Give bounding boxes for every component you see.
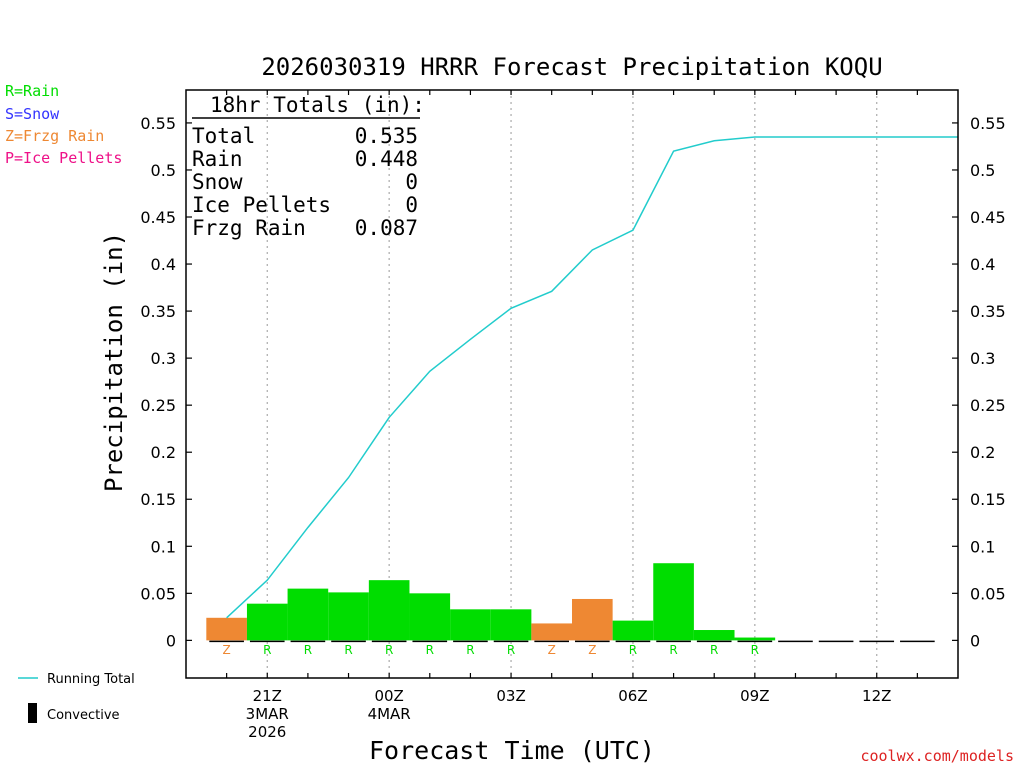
chart-title: 2026030319 HRRR Forecast Precipitation K… <box>261 53 882 81</box>
credit-link[interactable]: coolwx.com/models <box>860 747 1014 765</box>
bar-type-label: R <box>385 643 393 657</box>
y-tick-label-right: 0.2 <box>970 443 995 462</box>
bar-type-label: Z <box>588 643 596 657</box>
precip-bar <box>206 617 247 641</box>
precip-bar <box>409 593 451 641</box>
totals-box: 18hr Totals (in): Total 0.535 Rain 0.448… <box>192 93 425 240</box>
x-axis-label: Forecast Time (UTC) <box>369 736 655 765</box>
precip-type-legend: R=Rain S=Snow Z=Frzg Rain P=Ice Pellets <box>5 82 122 167</box>
running-total-legend-label: Running Total <box>47 672 135 687</box>
y-tick-label-left: 0.15 <box>140 490 176 509</box>
y-tick-label-right: 0.55 <box>970 114 1006 133</box>
precip-bars <box>206 563 776 641</box>
precip-bar <box>490 609 532 641</box>
precip-bar <box>328 592 369 641</box>
totals-value-frzg-rain: 0.087 <box>355 216 418 240</box>
x-tick-label: 2026 <box>248 723 286 741</box>
y-tick-label-left: 0.2 <box>151 443 176 462</box>
y-tick-label-right: 0.45 <box>970 208 1006 227</box>
y-tick-label-left: 0.4 <box>151 255 176 274</box>
running-total-series <box>226 136 958 619</box>
totals-header: 18hr Totals (in): <box>210 93 425 117</box>
y-tick-label-right: 0.05 <box>970 584 1006 603</box>
legend-rain: R=Rain <box>5 82 59 100</box>
precip-bar <box>368 580 410 641</box>
y-tick-label-right: 0.3 <box>970 349 995 368</box>
x-tick-label: 06Z <box>618 687 647 705</box>
y-tick-label-left: 0.05 <box>140 584 176 603</box>
convective-swatch <box>28 703 37 723</box>
plot-frame <box>185 89 959 679</box>
bar-type-label: R <box>710 643 718 657</box>
convective-legend-label: Convective <box>47 708 120 723</box>
bar-type-label: R <box>344 643 352 657</box>
bar-type-label: Z <box>223 643 231 657</box>
running-total-line <box>226 136 958 619</box>
series-legend: Running Total Convective <box>18 672 135 723</box>
y-tick-label-left: 0.25 <box>140 396 176 415</box>
bar-type-label: R <box>629 643 637 657</box>
x-tick-label: 12Z <box>862 687 891 705</box>
totals-value-total: 0.535 <box>355 124 418 148</box>
totals-label-total: Total <box>192 124 255 148</box>
precip-bar <box>734 637 776 641</box>
precip-bar <box>572 598 613 641</box>
y-tick-label-left: 0.1 <box>151 537 176 556</box>
y-tick-label-left: 0.55 <box>140 114 176 133</box>
totals-value-ice-pellets: 0 <box>405 193 418 217</box>
bar-type-label: R <box>669 643 677 657</box>
precip-bar <box>246 603 288 641</box>
bar-type-label: R <box>751 643 759 657</box>
precip-bar <box>693 630 735 641</box>
bar-type-label: Z <box>548 643 556 657</box>
bar-type-label: R <box>426 643 434 657</box>
y-tick-label-right: 0.5 <box>970 161 995 180</box>
y-tick-label-left: 0.3 <box>151 349 176 368</box>
y-tick-label-right: 0.35 <box>970 302 1006 321</box>
precip-bar <box>612 620 654 641</box>
bar-type-label: R <box>304 643 312 657</box>
y-tick-label-left: 0.35 <box>140 302 176 321</box>
totals-label-ice-pellets: Ice Pellets <box>192 193 331 217</box>
y-tick-label-left: 0.5 <box>151 161 176 180</box>
y-tick-label-right: 0.1 <box>970 537 995 556</box>
precip-bar <box>287 588 329 641</box>
x-tick-label: 00Z <box>374 687 403 705</box>
totals-value-rain: 0.448 <box>355 147 418 171</box>
x-tick-label: 09Z <box>740 687 769 705</box>
bar-type-label: R <box>466 643 474 657</box>
x-tick-label: 21Z <box>253 687 282 705</box>
x-tick-label: 03Z <box>496 687 525 705</box>
y-axis-label: Precipitation (in) <box>100 232 128 492</box>
y-tick-label-left: 0.45 <box>140 208 176 227</box>
totals-label-snow: Snow <box>192 170 243 194</box>
totals-value-snow: 0 <box>405 170 418 194</box>
legend-snow: S=Snow <box>5 105 60 123</box>
precip-bar <box>450 609 491 641</box>
y-tick-label-right: 0.4 <box>970 255 995 274</box>
y-tick-label-right: 0 <box>970 631 980 650</box>
totals-label-frzg-rain: Frzg Rain <box>192 216 306 240</box>
x-tick-label: 3MAR <box>246 705 289 723</box>
precip-bar <box>653 563 694 641</box>
y-tick-label-right: 0.15 <box>970 490 1006 509</box>
gridlines <box>266 90 878 678</box>
totals-label-rain: Rain <box>192 147 243 171</box>
bar-type-label: R <box>507 643 515 657</box>
bar-type-label: R <box>263 643 271 657</box>
y-tick-label-left: 0 <box>166 631 176 650</box>
x-tick-label: 4MAR <box>368 705 411 723</box>
legend-ice-pellets: P=Ice Pellets <box>5 149 122 167</box>
precip-bar <box>531 623 572 641</box>
y-tick-label-right: 0.25 <box>970 396 1006 415</box>
legend-frzg-rain: Z=Frzg Rain <box>5 127 104 145</box>
